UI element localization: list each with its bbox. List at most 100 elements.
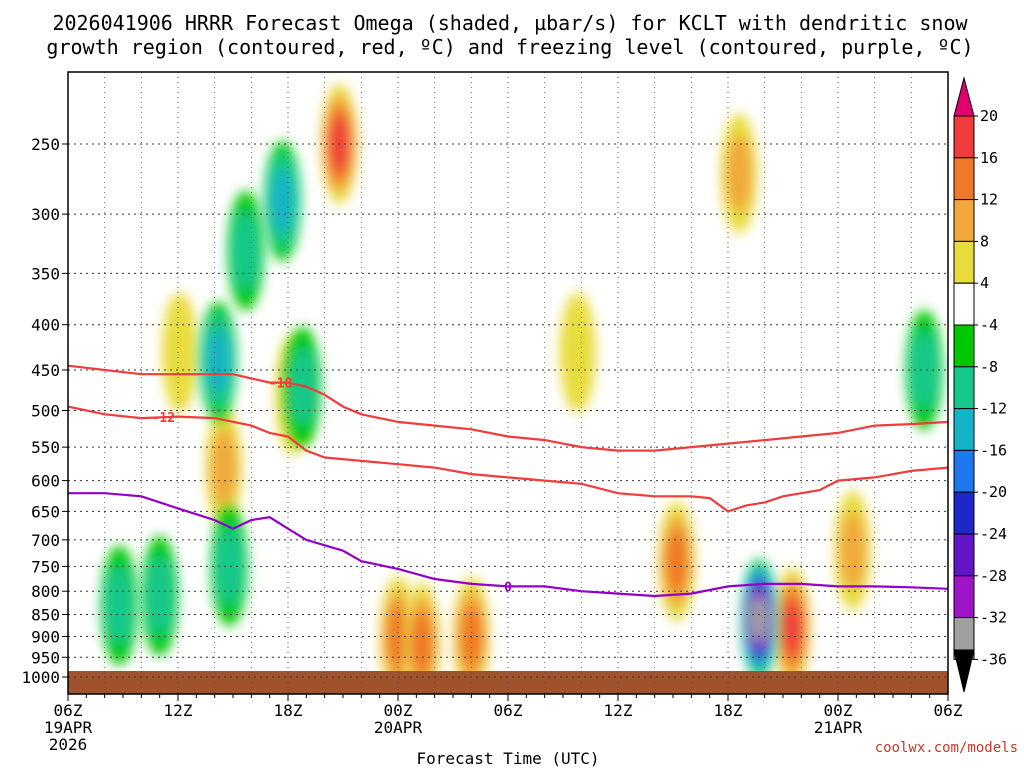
- omega-feature: [227, 190, 264, 311]
- colorbar-tick-label: -32: [980, 609, 1007, 627]
- omega-contour-fill: [726, 134, 752, 213]
- colorbar-bin: [953, 366, 975, 410]
- y-tick-label: 500: [31, 402, 60, 421]
- colorbar-bin: [953, 157, 975, 201]
- colorbar-tick-label: 16: [980, 149, 998, 167]
- x-tick-label: 18Z: [714, 701, 743, 720]
- omega-contour-fill: [749, 595, 769, 643]
- colorbar-bin: [953, 575, 975, 619]
- omega-feature: [141, 535, 178, 656]
- omega-contour-fill: [146, 556, 173, 635]
- credit-text: coolwx.com/models: [875, 740, 1018, 756]
- omega-feature: [721, 113, 757, 234]
- x-tick-label: 06Z: [934, 701, 963, 720]
- omega-contour-fill: [839, 511, 866, 590]
- colorbar-bin: [953, 649, 975, 693]
- omega-feature: [834, 490, 871, 611]
- colorbar-tick-label: -24: [980, 525, 1007, 543]
- colorbar-bin: [953, 282, 975, 326]
- omega-contour-fill: [781, 599, 803, 657]
- x-tick-label: 12Z: [604, 701, 633, 720]
- y-tick-label: 550: [31, 438, 60, 457]
- y-tick-label: 850: [31, 606, 60, 625]
- y-tick-label: 1000: [21, 668, 60, 687]
- colorbar-tick-label: -12: [980, 400, 1007, 418]
- omega-feature: [906, 309, 943, 430]
- x-tick-date: 21APR: [814, 718, 863, 737]
- omega-contour-fill: [106, 566, 133, 645]
- x-tick-label: 12Z: [164, 701, 193, 720]
- y-tick-label: 250: [31, 135, 60, 154]
- chart-title-line-2: growth region (contoured, red, ºC) and f…: [46, 35, 973, 59]
- omega-contour-fill: [410, 610, 434, 675]
- colorbar-bin: [953, 533, 975, 577]
- contour-label: -12: [152, 411, 175, 426]
- omega-contour-fill: [161, 292, 198, 413]
- colorbar-bin: [953, 199, 975, 242]
- x-tick-date: 20APR: [374, 718, 423, 737]
- omega-contour-fill: [271, 169, 294, 234]
- colorbar-bin: [953, 491, 975, 535]
- y-axis: 250 300 350 400 450 500 550 600 650 700 750 800 850 9…: [21, 135, 68, 687]
- omega-feature: [741, 559, 778, 680]
- x-tick-label: 06Z: [494, 701, 523, 720]
- x-tick-label: 00Z: [824, 701, 853, 720]
- y-tick-label: 600: [31, 472, 60, 491]
- omega-feature: [211, 506, 248, 627]
- y-tick-label: 300: [31, 205, 60, 224]
- colorbar-tick-label: -16: [980, 441, 1007, 459]
- colorbar-bin: [953, 76, 975, 117]
- omega-feature: [101, 545, 138, 666]
- y-tick-label: 350: [31, 264, 60, 283]
- y-tick-label: 650: [31, 502, 60, 521]
- omega-contour-fill: [911, 330, 938, 409]
- omega-contour-fill: [559, 292, 596, 413]
- omega-feature: [774, 567, 811, 688]
- gridlines: [67, 72, 949, 694]
- y-tick-label: 700: [31, 531, 60, 550]
- colorbar-tick-label: -20: [980, 483, 1007, 501]
- y-tick-label: 900: [31, 627, 60, 646]
- colorbar-tick-label: -4: [980, 316, 998, 334]
- contour-label: 0: [504, 580, 512, 595]
- x-tick-label: 18Z: [274, 701, 303, 720]
- colorbar: 20 16 12 8 4 -4 -8 -12 -16 -20 -24 -28 -32 -36: [953, 76, 1007, 693]
- y-tick-label: 750: [31, 557, 60, 576]
- contour-label: -18: [269, 377, 293, 392]
- colorbar-bin: [953, 449, 975, 493]
- omega-feature: [264, 141, 301, 262]
- x-tick-year: 2026: [49, 735, 88, 754]
- y-tick-label: 450: [31, 361, 60, 380]
- omega-feature: [200, 301, 237, 422]
- y-tick-label: 400: [31, 316, 60, 335]
- omega-feature: [403, 582, 440, 694]
- colorbar-tick-label: 12: [980, 191, 998, 209]
- colorbar-bin: [953, 240, 975, 284]
- colorbar-tick-label: -28: [980, 567, 1007, 585]
- colorbar-tick-label: 8: [980, 232, 989, 250]
- temperature-contours: [68, 364, 948, 598]
- colorbar-tick-label: 20: [980, 107, 998, 125]
- omega-feature: [453, 576, 490, 694]
- y-tick-label: 950: [31, 648, 60, 667]
- chart-title-line-1: 2026041906 HRRR Forecast Omega (shaded, …: [52, 11, 968, 35]
- colorbar-bin: [953, 408, 975, 451]
- x-tick-label: 06Z: [54, 701, 83, 720]
- colorbar-bin: [953, 324, 975, 368]
- x-axis-label: Forecast Time (UTC): [416, 749, 599, 768]
- contour-labels: -18 -12 0: [152, 377, 512, 596]
- colorbar-bin: [953, 115, 975, 159]
- omega-contour-fill: [210, 428, 237, 507]
- omega-contour-fill: [665, 529, 689, 594]
- contour-line: [68, 405, 948, 513]
- contour-line: [68, 364, 948, 452]
- x-tick-date: 19APR: [44, 718, 93, 737]
- omega-feature: [161, 292, 198, 413]
- y-tick-label: 800: [31, 582, 60, 601]
- x-tick-label: 00Z: [384, 701, 413, 720]
- colorbar-tick-label: -8: [980, 358, 998, 376]
- colorbar-tick-label: 4: [980, 274, 989, 292]
- colorbar-tick-label: -36: [980, 650, 1007, 668]
